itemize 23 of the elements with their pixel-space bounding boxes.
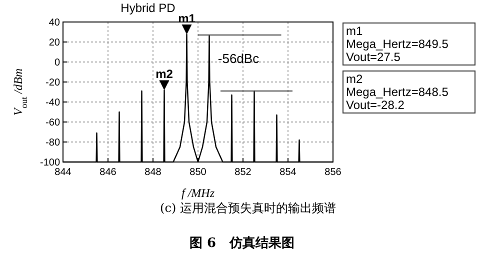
text: m2 Mega_Hertz=848.5 Vout=-28.2 xyxy=(346,72,449,112)
x-tick-label: 848 xyxy=(144,167,162,178)
x-tick-label: 852 xyxy=(234,167,252,178)
caption: 图 6 仿真结果图 xyxy=(189,236,295,251)
text: m1 Mega_Hertz=849.5 Vout=27.5 xyxy=(346,24,449,64)
y-tick-label: -60 xyxy=(46,118,60,128)
y-tick-label: -20 xyxy=(46,78,60,88)
chart-title: Hybrid PD xyxy=(120,1,176,15)
y-tick-label: 20 xyxy=(48,38,60,48)
y-tick-label: 40 xyxy=(48,18,60,28)
annotation: m2 xyxy=(156,67,174,82)
y-tick-label: -40 xyxy=(46,98,60,108)
text: (c) 运用混合预失真时的输出频谱 xyxy=(160,201,336,215)
x-tick-label: 846 xyxy=(100,167,117,178)
y-tick-label: -100 xyxy=(40,158,60,168)
x-tick-label: 856 xyxy=(324,167,342,178)
y-tick-label: -80 xyxy=(46,138,60,148)
x-tick-label: 854 xyxy=(280,167,297,178)
x-tick-label: 844 xyxy=(54,167,72,178)
x-axis-title: f /MHz xyxy=(182,186,215,200)
y-tick-label: 0 xyxy=(54,58,60,68)
annotation: -56dBc xyxy=(218,51,260,66)
x-tick-label: 850 xyxy=(190,167,207,178)
